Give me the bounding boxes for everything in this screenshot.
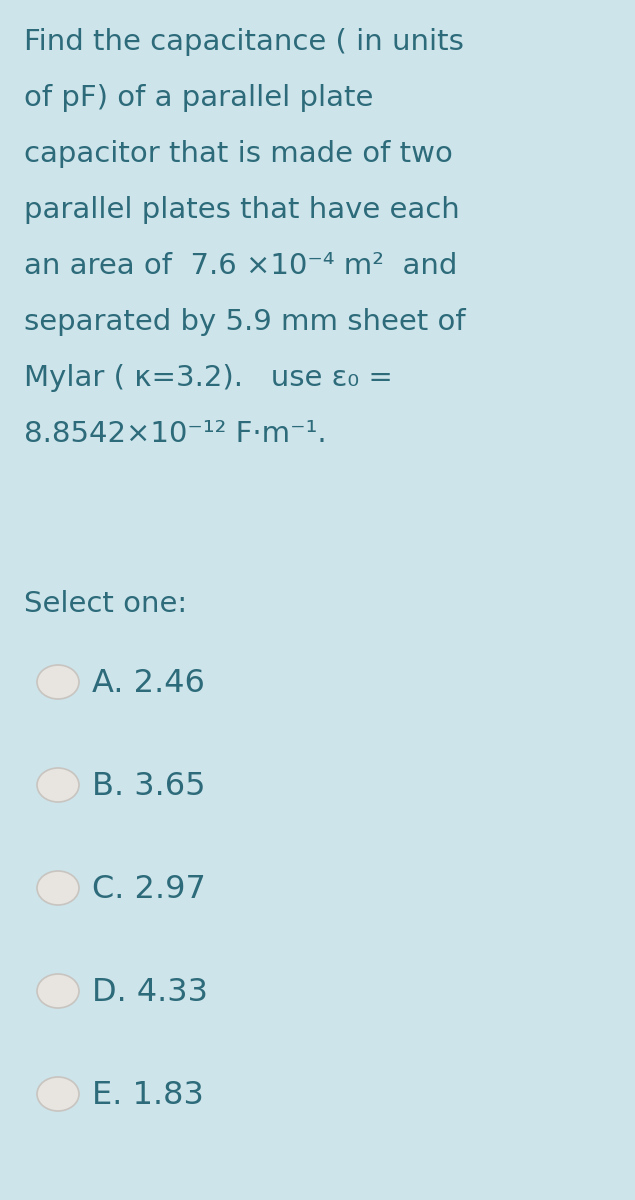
Ellipse shape [37, 974, 79, 1008]
Text: B. 3.65: B. 3.65 [92, 770, 206, 802]
Ellipse shape [37, 1078, 79, 1111]
Text: E. 1.83: E. 1.83 [92, 1080, 204, 1111]
Ellipse shape [37, 768, 79, 802]
Text: Mylar ( κ=3.2).   use ε₀ =: Mylar ( κ=3.2). use ε₀ = [24, 364, 393, 392]
Text: 8.8542×10⁻¹² F·m⁻¹.: 8.8542×10⁻¹² F·m⁻¹. [24, 420, 326, 448]
Ellipse shape [37, 665, 79, 698]
Text: parallel plates that have each: parallel plates that have each [24, 196, 460, 224]
Text: an area of  7.6 ×10⁻⁴ m²  and: an area of 7.6 ×10⁻⁴ m² and [24, 252, 457, 280]
Text: capacitor that is made of two: capacitor that is made of two [24, 140, 453, 168]
Text: of pF) of a parallel plate: of pF) of a parallel plate [24, 84, 373, 112]
Ellipse shape [37, 871, 79, 905]
Text: Select one:: Select one: [24, 590, 187, 618]
Text: Find the capacitance ( in units: Find the capacitance ( in units [24, 28, 464, 56]
Text: separated by 5.9 mm sheet of: separated by 5.9 mm sheet of [24, 308, 465, 336]
Text: A. 2.46: A. 2.46 [92, 668, 205, 698]
Text: C. 2.97: C. 2.97 [92, 874, 206, 905]
Text: D. 4.33: D. 4.33 [92, 977, 208, 1008]
